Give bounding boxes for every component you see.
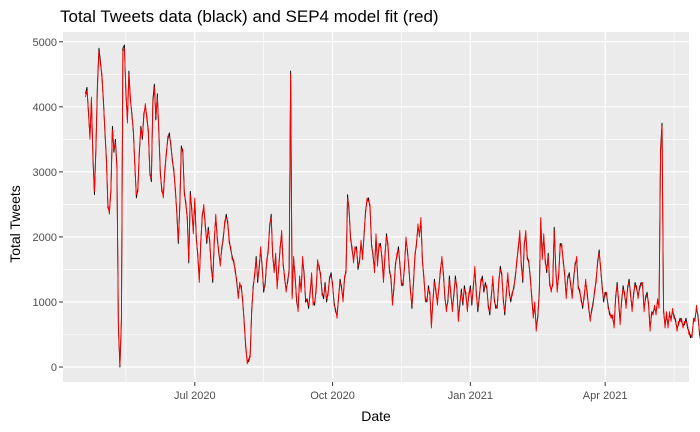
x-tick-label: Jan 2021 — [448, 390, 493, 402]
x-axis-title: Date — [361, 408, 391, 424]
y-tick-label: 4000 — [33, 102, 57, 114]
y-axis-title: Total Tweets — [7, 185, 23, 263]
y-tick-label: 5000 — [33, 37, 57, 49]
x-axis: Jul 2020 Oct 2020 Jan 2021 Apr 2021 — [174, 382, 627, 402]
x-tick-label: Oct 2020 — [310, 390, 355, 402]
x-tick-label: Apr 2021 — [583, 390, 628, 402]
chart-title: Total Tweets data (black) and SEP4 model… — [60, 7, 439, 26]
plot-background — [63, 32, 689, 382]
y-tick-label: 0 — [51, 362, 57, 374]
y-axis: 0 1000 2000 3000 4000 5000 — [33, 37, 63, 374]
series-layer — [85, 44, 700, 368]
series-line-1 — [85, 47, 700, 366]
y-tick-label: 1000 — [33, 297, 57, 309]
y-tick-label: 3000 — [33, 167, 57, 179]
y-tick-label: 2000 — [33, 232, 57, 244]
x-tick-label: Jul 2020 — [174, 390, 216, 402]
